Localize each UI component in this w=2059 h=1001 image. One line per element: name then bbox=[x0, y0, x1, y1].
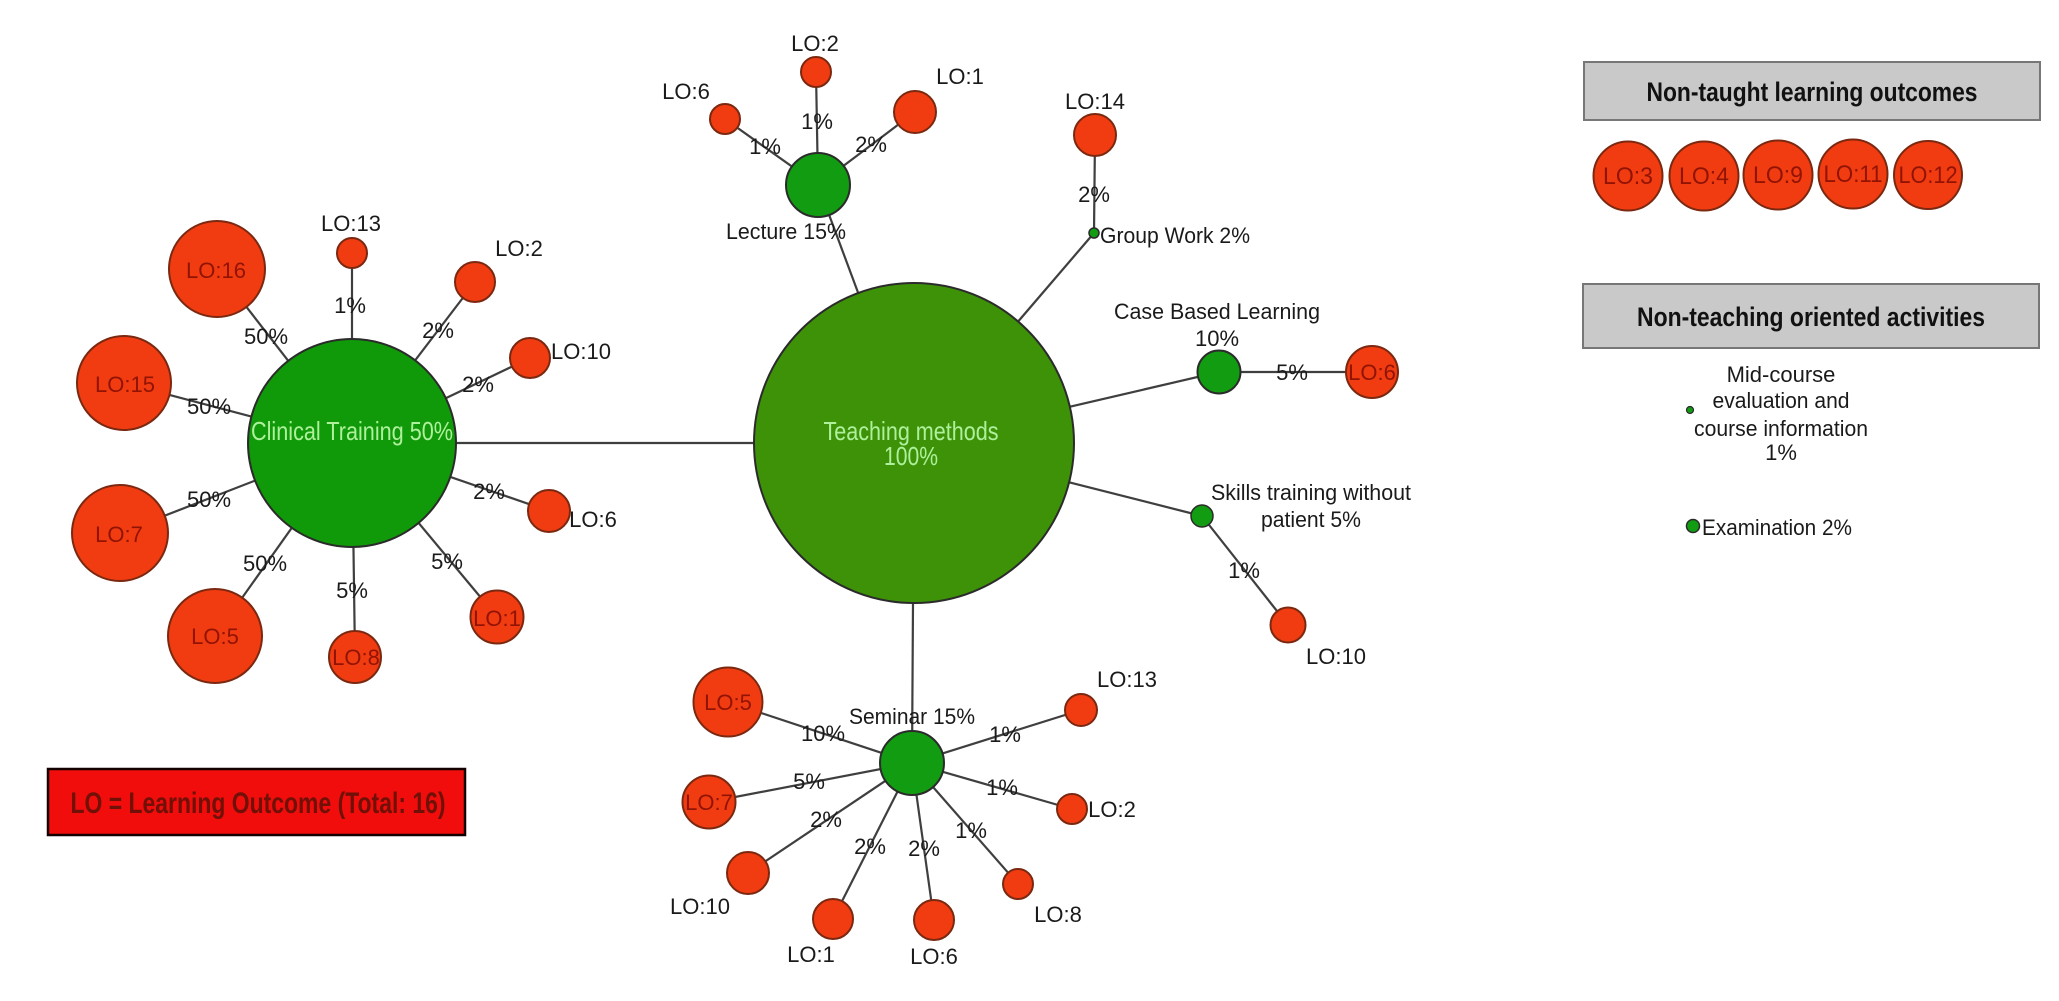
svg-text:1%: 1% bbox=[1228, 558, 1260, 583]
svg-text:10%: 10% bbox=[1195, 326, 1239, 351]
svg-text:2%: 2% bbox=[810, 807, 842, 832]
svg-text:LO:7: LO:7 bbox=[95, 522, 143, 547]
svg-text:LO:2: LO:2 bbox=[1088, 797, 1136, 822]
svg-text:2%: 2% bbox=[854, 834, 886, 859]
svg-text:LO:7: LO:7 bbox=[685, 790, 733, 815]
svg-text:LO:2: LO:2 bbox=[495, 236, 543, 261]
svg-text:1%: 1% bbox=[986, 775, 1018, 800]
svg-text:1%: 1% bbox=[1765, 440, 1797, 465]
svg-text:1%: 1% bbox=[989, 722, 1021, 747]
svg-text:Seminar 15%: Seminar 15% bbox=[849, 704, 975, 729]
svg-text:LO:8: LO:8 bbox=[1034, 902, 1082, 927]
svg-text:LO:13: LO:13 bbox=[321, 211, 381, 236]
svg-text:50%: 50% bbox=[187, 394, 231, 419]
svg-text:1%: 1% bbox=[955, 818, 987, 843]
svg-text:LO:4: LO:4 bbox=[1679, 163, 1729, 190]
svg-text:LO:12: LO:12 bbox=[1899, 162, 1958, 189]
svg-text:50%: 50% bbox=[244, 324, 288, 349]
svg-text:LO:15: LO:15 bbox=[95, 372, 155, 397]
svg-text:5%: 5% bbox=[431, 549, 463, 574]
svg-text:LO:11: LO:11 bbox=[1824, 161, 1883, 188]
svg-text:Teaching methods: Teaching methods bbox=[824, 416, 999, 446]
svg-text:50%: 50% bbox=[243, 551, 287, 576]
svg-text:LO:16: LO:16 bbox=[186, 258, 246, 283]
svg-text:LO:10: LO:10 bbox=[1306, 644, 1366, 669]
svg-text:LO:1: LO:1 bbox=[787, 942, 835, 967]
svg-text:LO:1: LO:1 bbox=[473, 606, 521, 631]
svg-text:LO:10: LO:10 bbox=[551, 339, 611, 364]
svg-text:5%: 5% bbox=[1276, 360, 1308, 385]
svg-text:LO:6: LO:6 bbox=[910, 944, 958, 969]
svg-text:LO:2: LO:2 bbox=[791, 31, 839, 56]
svg-text:5%: 5% bbox=[793, 769, 825, 794]
svg-text:LO:9: LO:9 bbox=[1753, 162, 1803, 189]
svg-text:Skills training without: Skills training without bbox=[1211, 480, 1411, 505]
svg-text:Clinical Training 50%: Clinical Training 50% bbox=[251, 416, 453, 446]
svg-text:LO:5: LO:5 bbox=[704, 690, 752, 715]
svg-text:LO:5: LO:5 bbox=[191, 624, 239, 649]
svg-text:Mid-course: Mid-course bbox=[1727, 362, 1836, 387]
svg-text:2%: 2% bbox=[855, 132, 887, 157]
svg-text:evaluation and: evaluation and bbox=[1713, 388, 1850, 413]
svg-text:LO:1: LO:1 bbox=[936, 64, 984, 89]
svg-text:patient 5%: patient 5% bbox=[1261, 507, 1361, 532]
svg-text:Non-teaching oriented activiti: Non-teaching oriented activities bbox=[1637, 302, 1985, 332]
svg-text:LO:6: LO:6 bbox=[1348, 360, 1396, 385]
svg-text:2%: 2% bbox=[422, 318, 454, 343]
svg-text:LO:14: LO:14 bbox=[1065, 89, 1125, 114]
svg-text:Case Based Learning: Case Based Learning bbox=[1114, 299, 1320, 324]
svg-text:2%: 2% bbox=[462, 372, 494, 397]
svg-text:50%: 50% bbox=[187, 487, 231, 512]
svg-text:Examination 2%: Examination 2% bbox=[1702, 515, 1852, 540]
svg-text:2%: 2% bbox=[473, 479, 505, 504]
svg-text:1%: 1% bbox=[749, 134, 781, 159]
svg-text:2%: 2% bbox=[908, 836, 940, 861]
svg-text:5%: 5% bbox=[336, 578, 368, 603]
svg-text:100%: 100% bbox=[884, 441, 938, 471]
svg-text:1%: 1% bbox=[801, 109, 833, 134]
svg-text:Non-taught learning outcomes: Non-taught learning outcomes bbox=[1647, 77, 1978, 107]
svg-text:LO = Learning Outcome (Total:: LO = Learning Outcome (Total: 16) bbox=[71, 787, 446, 820]
svg-text:10%: 10% bbox=[801, 721, 845, 746]
svg-text:Group Work 2%: Group Work 2% bbox=[1100, 223, 1250, 248]
svg-text:LO:10: LO:10 bbox=[670, 894, 730, 919]
svg-text:LO:6: LO:6 bbox=[662, 79, 710, 104]
svg-text:LO:6: LO:6 bbox=[569, 507, 617, 532]
svg-text:LO:13: LO:13 bbox=[1097, 667, 1157, 692]
svg-text:LO:3: LO:3 bbox=[1603, 163, 1653, 190]
svg-text:2%: 2% bbox=[1078, 182, 1110, 207]
svg-text:Lecture 15%: Lecture 15% bbox=[726, 219, 846, 244]
svg-text:LO:8: LO:8 bbox=[332, 645, 380, 670]
svg-text:1%: 1% bbox=[334, 293, 366, 318]
svg-text:course information: course information bbox=[1694, 416, 1868, 441]
